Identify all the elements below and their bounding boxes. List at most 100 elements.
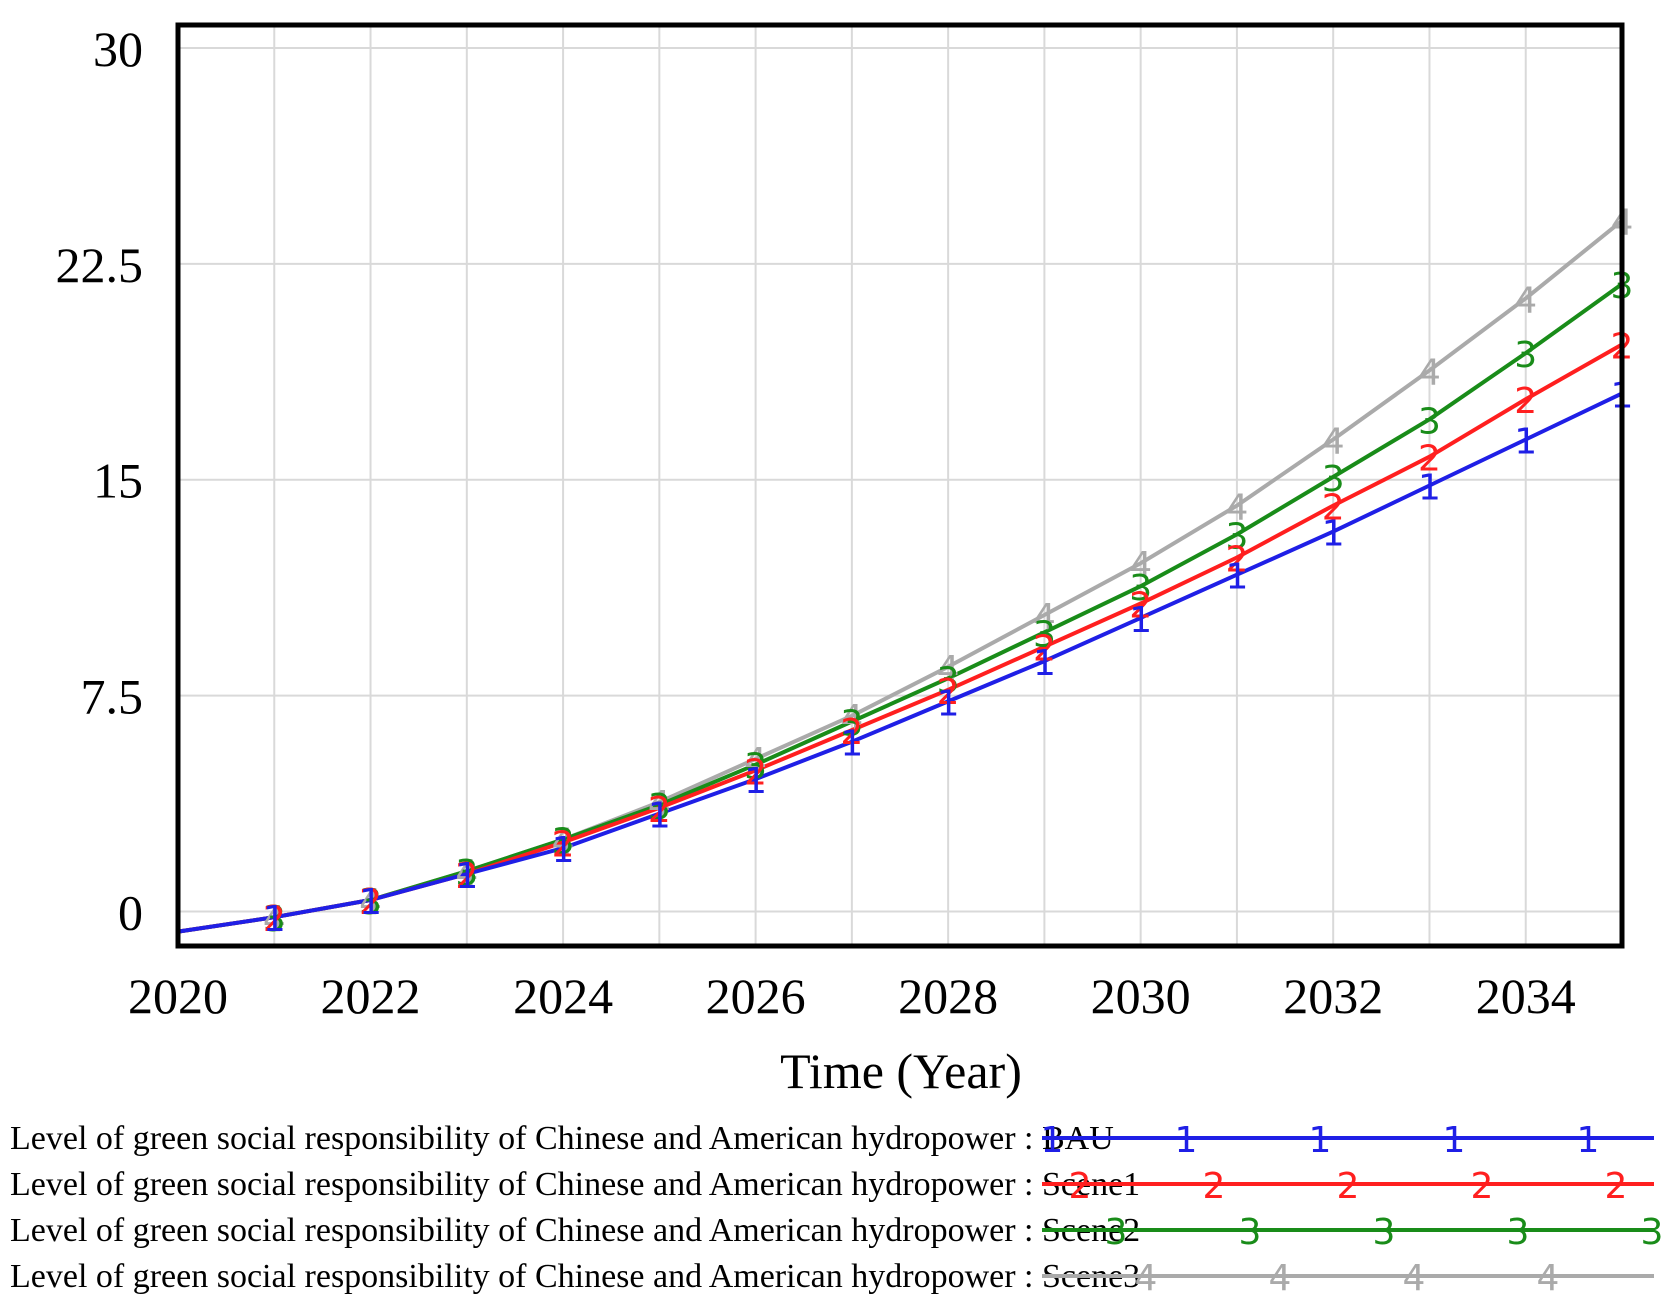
- series-line-1: [177, 391, 1623, 934]
- series-marker-4: 4: [840, 698, 863, 739]
- legend-marker-4: 4: [1269, 1258, 1292, 1299]
- legend-label: Level of green social responsibility of …: [10, 1166, 1140, 1203]
- series-marker-1: 1: [1129, 600, 1152, 641]
- series-marker-2: 2: [1322, 488, 1345, 529]
- series-marker-4: 4: [1322, 421, 1345, 462]
- y-tick-label: 0: [118, 884, 143, 940]
- series-marker-1: 1: [840, 724, 863, 765]
- legend-marker-3: 3: [1239, 1212, 1262, 1253]
- series-marker-3: 3: [1514, 335, 1537, 376]
- y-tick-labels: 0 7.5 15 22.5 30: [56, 21, 144, 940]
- series-marker-3: 3: [1418, 401, 1441, 442]
- series-marker-3: 3: [263, 899, 286, 940]
- y-tick-label: 30: [93, 21, 143, 77]
- series-marker-1: 1: [552, 830, 575, 871]
- series-marker-4: 4: [1033, 597, 1056, 638]
- series-line-3: [177, 282, 1624, 934]
- x-tick-label: 2026: [706, 968, 806, 1024]
- series-marker-2: 2: [1033, 629, 1056, 670]
- legend-marker-1: 1: [1175, 1120, 1198, 1161]
- series-marker-3: 3: [648, 787, 671, 828]
- x-tick-label: 2028: [898, 968, 998, 1024]
- series-marker-1: 1: [648, 796, 671, 837]
- series-marker-2: 2: [1129, 586, 1152, 627]
- series-marker-1: 1: [1225, 557, 1248, 598]
- legend-marker-3: 3: [1105, 1212, 1128, 1253]
- series-marker-2: 2: [552, 824, 575, 865]
- legend-marker-2: 2: [1337, 1166, 1360, 1207]
- series-marker-3: 3: [1129, 568, 1152, 609]
- legend-marker-2: 2: [1471, 1166, 1494, 1207]
- series-marker-3: 3: [840, 704, 863, 745]
- series-marker-4: 4: [648, 784, 671, 825]
- plot-frame: [175, 22, 1625, 949]
- legend-marker-2: 2: [1203, 1166, 1226, 1207]
- x-axis-label: Time (Year): [780, 1043, 1022, 1099]
- series-lines: [177, 219, 1624, 934]
- series-marker-2: 2: [1225, 539, 1248, 580]
- series-line-4: [177, 219, 1624, 934]
- series-marker-1: 1: [1033, 643, 1056, 684]
- series-marker-1: 1: [937, 683, 960, 724]
- legend-label: Level of green social responsibility of …: [10, 1258, 1140, 1295]
- legend-marker-1: 1: [1041, 1120, 1064, 1161]
- series-marker-1: 1: [1322, 514, 1345, 555]
- x-tick-label: 2022: [321, 968, 421, 1024]
- series-marker-2: 2: [744, 752, 767, 793]
- series-marker-3: 3: [1225, 516, 1248, 557]
- series-marker-1: 1: [455, 856, 478, 897]
- gridlines: [178, 25, 1622, 946]
- legend-marker-4: 4: [1537, 1258, 1560, 1299]
- series-marker-2: 2: [648, 790, 671, 831]
- series-marker-4: 4: [552, 822, 575, 863]
- series-marker-4: 4: [744, 741, 767, 782]
- series-marker-4: 4: [1129, 545, 1152, 586]
- series-marker-3: 3: [937, 660, 960, 701]
- series-marker-1: 1: [1514, 421, 1537, 462]
- series-marker-2: 2: [1514, 381, 1537, 422]
- series-marker-2: 2: [455, 856, 478, 897]
- series-marker-1: 1: [744, 761, 767, 802]
- series-marker-1: 1: [1418, 468, 1441, 509]
- x-tick-label: 2020: [128, 968, 228, 1024]
- series-marker-3: 3: [455, 853, 478, 894]
- y-tick-label: 22.5: [56, 237, 144, 293]
- legend-marker-3: 3: [1373, 1212, 1396, 1253]
- legend-label: Level of green social responsibility of …: [10, 1212, 1140, 1249]
- series-marker-2: 2: [840, 712, 863, 753]
- legend-marker-2: 2: [1069, 1166, 1092, 1207]
- series-marker-1: 1: [359, 882, 382, 923]
- legend: Level of green social responsibility of …: [10, 1120, 1663, 1299]
- series-marker-3: 3: [1322, 459, 1345, 500]
- series-marker-2: 2: [263, 899, 286, 940]
- y-tick-label: 15: [93, 453, 143, 509]
- series-marker-2: 2: [1418, 439, 1441, 480]
- legend-marker-3: 3: [1641, 1212, 1664, 1253]
- x-tick-label: 2032: [1283, 968, 1383, 1024]
- x-tick-label: 2030: [1091, 968, 1191, 1024]
- x-tick-label: 2024: [513, 968, 613, 1024]
- series-marker-2: 2: [359, 882, 382, 923]
- series-marker-3: 3: [744, 747, 767, 788]
- series-marker-1: 1: [263, 899, 286, 940]
- series-marker-3: 3: [1033, 614, 1056, 655]
- series-marker-4: 4: [455, 853, 478, 894]
- series-marker-4: 4: [1514, 280, 1537, 321]
- series-marker-4: 4: [263, 899, 286, 940]
- legend-marker-2: 2: [1605, 1166, 1628, 1207]
- legend-marker-1: 1: [1309, 1120, 1332, 1161]
- legend-marker-1: 1: [1443, 1120, 1466, 1161]
- x-tick-label: 2034: [1476, 968, 1576, 1024]
- legend-marker-4: 4: [1135, 1258, 1158, 1299]
- series-marker-3: 3: [552, 822, 575, 863]
- series-marker-4: 4: [1225, 488, 1248, 529]
- series-marker-3: 3: [359, 882, 382, 923]
- series-marker-4: 4: [359, 882, 382, 923]
- legend-marker-3: 3: [1507, 1212, 1530, 1253]
- series-marker-4: 4: [1418, 352, 1441, 393]
- x-tick-labels: 2020 2022 2024 2026 2028 2030 2032 2034: [128, 968, 1576, 1024]
- series-marker-2: 2: [937, 672, 960, 713]
